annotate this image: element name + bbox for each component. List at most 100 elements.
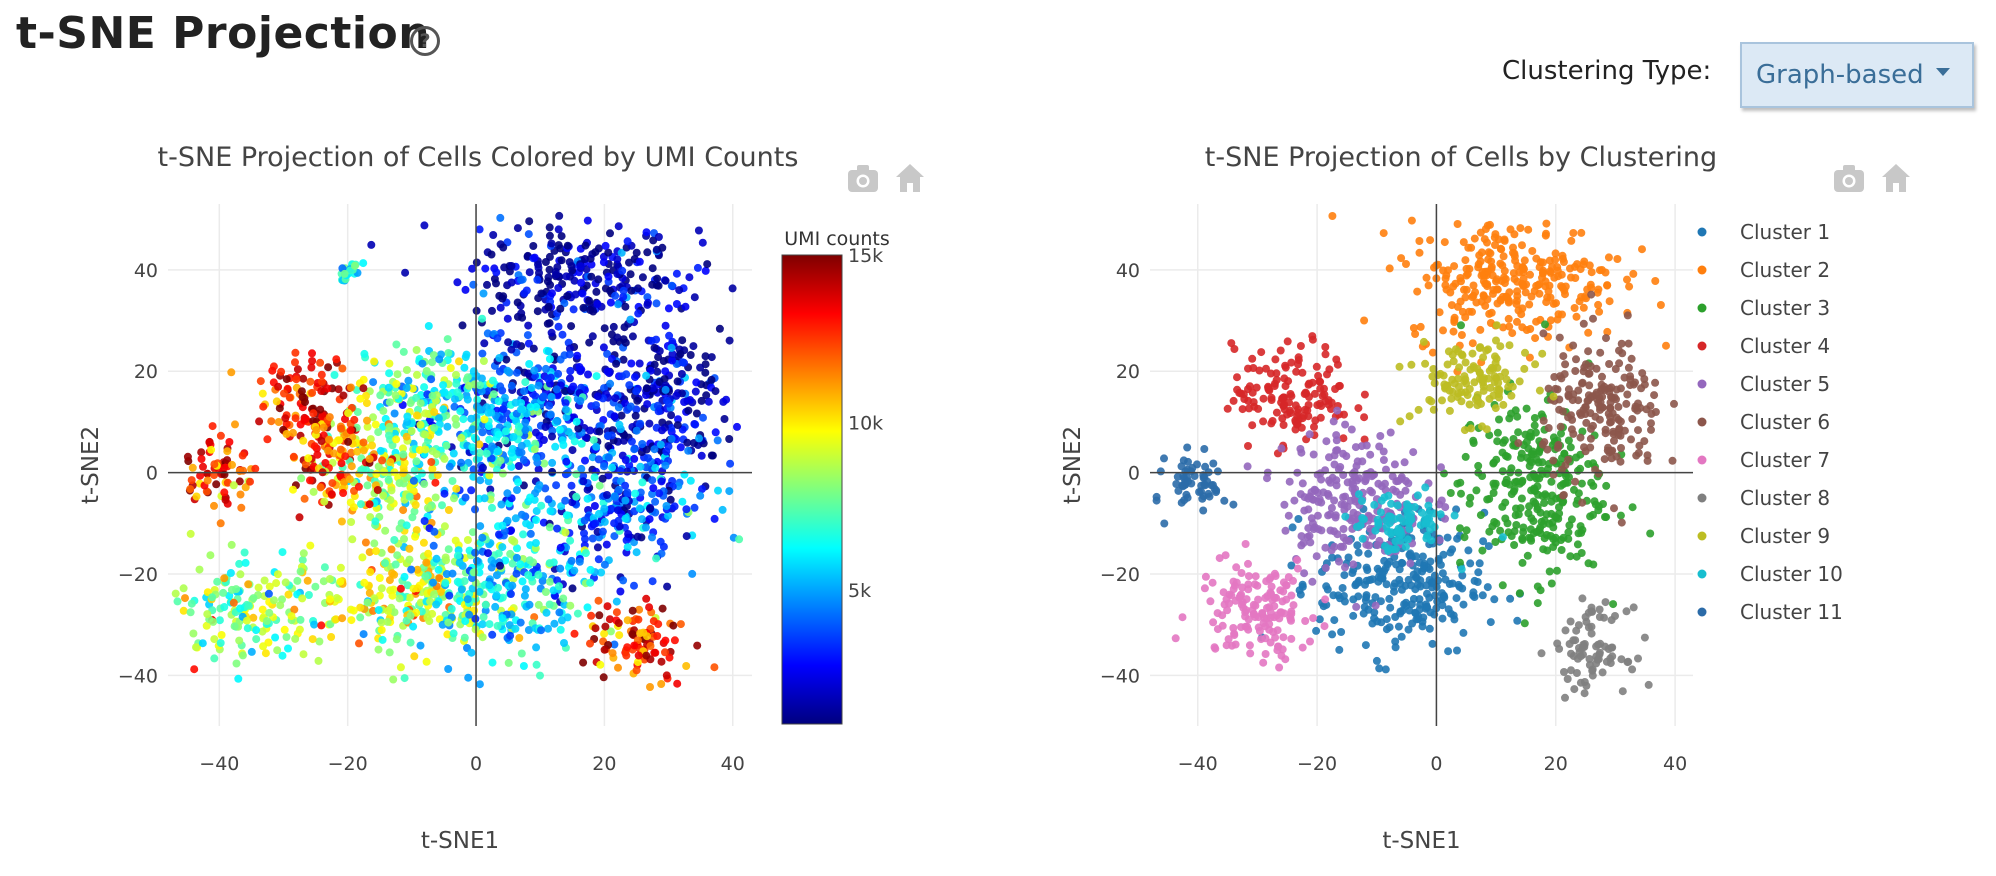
umi-point [534,260,542,269]
umi-point [186,529,195,538]
umi-point [420,383,429,392]
legend-item[interactable]: Cluster 6 [1697,410,1831,434]
cluster-point [1294,515,1303,523]
cluster-point [1505,297,1513,305]
umi-point [198,639,207,648]
cluster-point [1521,348,1529,357]
umi-point [494,583,502,592]
cluster-point [1488,271,1497,280]
umi-point [600,504,609,513]
cluster-point [1430,571,1439,580]
cluster-point [1341,563,1349,572]
umi-point [555,211,564,220]
umi-point [560,600,569,609]
umi-point [503,516,512,525]
umi-point [455,558,464,567]
clustering-type-dropdown[interactable]: Graph-based [1740,42,1974,108]
cluster-point [1549,543,1558,551]
umi-point [623,616,632,625]
umi-point [633,396,642,405]
legend-item[interactable]: Cluster 8 [1697,486,1831,510]
cluster-point [1376,597,1385,606]
umi-point [428,391,437,400]
umi-point [525,268,534,277]
umi-point [479,289,488,298]
cluster-point [1579,319,1588,328]
umi-point [617,248,626,257]
umi-point [593,392,602,401]
cluster-point [1541,320,1549,329]
cluster-point [1496,259,1505,268]
umi-point [453,278,462,287]
umi-point [356,500,365,509]
legend-item[interactable]: Cluster 9 [1697,524,1831,548]
legend-item[interactable]: Cluster 4 [1697,334,1831,358]
legend-item[interactable]: Cluster 1 [1697,220,1831,244]
cluster-point [1498,533,1507,542]
umi-point [646,683,654,691]
umi-point [545,401,554,410]
umi-point [347,448,356,457]
cluster-point [1629,603,1638,612]
umi-point [471,505,479,514]
umi-point [240,548,249,557]
y-tick-label: −40 [1100,665,1140,687]
cluster-point [1573,260,1582,269]
umi-point [652,335,661,344]
cluster-point [1505,341,1514,350]
umi-point [666,495,675,504]
umi-point [541,258,550,266]
legend-item[interactable]: Cluster 3 [1697,296,1831,320]
umi-point [547,393,556,401]
umi-point [268,366,277,375]
cluster-point [1445,406,1454,415]
umi-point [530,445,539,454]
cluster-point [1558,454,1566,463]
cluster-point [1279,587,1288,596]
legend-item[interactable]: Cluster 5 [1697,372,1831,396]
cluster-point [1341,420,1350,429]
legend-item[interactable]: Cluster 2 [1697,258,1831,282]
umi-point [545,231,554,240]
cluster-point [1614,402,1623,411]
cluster-point [1616,511,1625,520]
umi-point [667,411,676,420]
cluster-point [1453,302,1462,311]
umi-point [642,445,651,454]
cluster-point [1570,485,1578,494]
cluster-point [1566,264,1574,273]
cluster-point [1608,652,1617,661]
umi-point [531,392,540,401]
cluster-point [1335,557,1343,566]
umi-point [231,420,239,429]
umi-point [453,577,462,586]
umi-point [450,494,458,503]
cluster-point [1177,498,1186,507]
legend-marker [1697,607,1707,617]
umi-point [701,368,710,377]
cluster-point [1493,363,1502,372]
cluster-point [1495,393,1503,402]
umi-point [513,544,521,553]
cluster-point [1301,617,1310,625]
legend-item[interactable]: Cluster 11 [1697,600,1843,624]
umi-point [461,617,470,626]
umi-point [216,639,225,647]
legend-item[interactable]: Cluster 10 [1697,562,1843,586]
umi-point [635,420,644,429]
cluster-point [1388,472,1397,481]
help-icon[interactable]: ? [410,26,440,56]
legend-item[interactable]: Cluster 7 [1697,448,1831,472]
umi-point [457,458,466,467]
cluster-point [1560,668,1568,676]
umi-point [653,274,662,283]
umi-point [280,625,289,634]
cluster-point [1634,426,1642,435]
umi-point [498,614,507,623]
cluster-point [1381,665,1390,674]
umi-point [593,300,602,308]
cluster-point [1376,508,1385,517]
cluster-point [1320,622,1329,631]
umi-point [432,554,441,563]
umi-point [524,626,533,634]
